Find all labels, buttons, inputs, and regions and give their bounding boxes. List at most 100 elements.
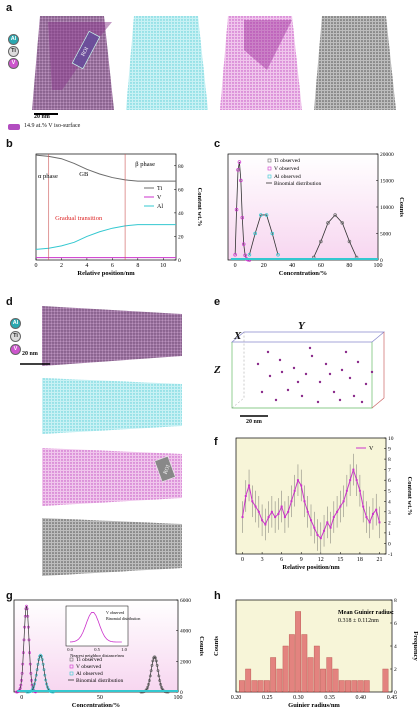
scalebar-label-a: 20 nm xyxy=(34,114,50,120)
y-tick-label: -1 xyxy=(388,552,393,558)
x-tick-label: 21 xyxy=(376,557,382,563)
ti-element-icon: Ti xyxy=(8,46,19,57)
roi-box-a xyxy=(71,30,101,70)
y-tick-label: 2000 xyxy=(180,659,191,665)
inset-x-tick: 0.5 xyxy=(94,647,100,652)
plot-frame xyxy=(235,437,387,555)
data-point xyxy=(274,516,277,519)
data-point xyxy=(270,510,273,513)
data-point xyxy=(283,516,286,519)
x-tick-label: 0.25 xyxy=(262,695,273,701)
roi-box-d xyxy=(154,455,176,483)
data-point xyxy=(233,252,237,257)
cluster-point xyxy=(316,400,320,404)
data-point xyxy=(293,489,296,492)
data-point xyxy=(339,505,342,508)
y-tick-label: 60 xyxy=(178,187,184,193)
data-point xyxy=(290,500,293,503)
x-axis-label: Concentration/% xyxy=(72,702,120,709)
data-point xyxy=(329,526,332,529)
y-tick-label: 6 xyxy=(394,621,397,627)
data-point xyxy=(378,521,381,524)
y-tick-label: 2 xyxy=(388,520,391,526)
data-point xyxy=(362,505,365,508)
y-tick-label: 4 xyxy=(388,499,391,505)
histogram-bar xyxy=(363,680,370,693)
data-point xyxy=(340,221,345,225)
roi-label-a: ROI xyxy=(80,46,90,57)
y-tick-label: 0 xyxy=(180,690,183,696)
axis-x-label-e: X xyxy=(234,330,242,342)
x-axis-label: Relative position/nm xyxy=(77,270,135,277)
legend-label: Al observed xyxy=(76,671,103,677)
cluster-point xyxy=(332,390,336,394)
data-point xyxy=(259,213,263,217)
cluster-point xyxy=(344,350,348,354)
ti-cylinder-d xyxy=(42,518,182,576)
x-tick-label: 100 xyxy=(174,695,183,701)
y-axis-label: Counts xyxy=(398,197,405,217)
x-axis-label: Guinier radius/nm xyxy=(288,702,340,709)
histogram-bar xyxy=(270,657,277,693)
y-tick-label: 10 xyxy=(388,436,394,442)
data-point xyxy=(261,519,264,522)
cluster-point xyxy=(340,368,344,372)
panel-label-b: b xyxy=(6,138,13,150)
data-point xyxy=(355,479,358,482)
y-axis-label: Content wt.% xyxy=(196,188,203,227)
data-point xyxy=(345,489,348,492)
x-tick-label: 9 xyxy=(300,557,303,563)
cluster-point xyxy=(356,360,360,364)
data-point xyxy=(234,207,239,212)
data-point xyxy=(248,484,251,487)
scalebar-label-e: 20 nm xyxy=(246,419,262,425)
legend-marker xyxy=(267,158,272,163)
mean-radius-value: 0.318 ± 0.112nm xyxy=(338,618,379,624)
x-tick-label: 80 xyxy=(346,263,352,269)
y-tick-label: 6000 xyxy=(180,598,191,604)
y-tick-label: 15000 xyxy=(380,179,394,185)
y-tick-label: 1 xyxy=(388,531,391,537)
chart-b: 0 2 4 6 8 10 0 20 40 60 80 Relative position/nm Cont… xyxy=(35,153,203,277)
histogram-bar xyxy=(245,668,252,693)
histogram-bar xyxy=(276,668,283,693)
iso-surface-legend: 14.9 at.% V iso-surface xyxy=(24,123,81,129)
y-axis-label: Frequency xyxy=(412,631,419,661)
legend-label: V xyxy=(157,195,162,201)
x-tick-label: 4 xyxy=(85,263,88,269)
data-point xyxy=(371,512,374,515)
data-point xyxy=(277,512,280,515)
histogram-bar xyxy=(257,680,264,693)
legend-label: V xyxy=(369,446,374,452)
data-point xyxy=(241,242,246,246)
data-point xyxy=(257,510,260,513)
mixed-cylinder-d xyxy=(42,306,182,366)
cluster-point xyxy=(300,394,304,398)
histogram-bar xyxy=(301,634,308,693)
data-point xyxy=(368,521,371,524)
data-point xyxy=(336,510,339,513)
histogram-bar xyxy=(288,634,295,693)
data-point xyxy=(375,508,378,511)
cluster-box-e xyxy=(231,331,385,417)
data-point xyxy=(236,168,240,172)
legend-label: Ti observed xyxy=(76,657,102,663)
inset-legend: Binomial distribution xyxy=(106,616,140,621)
x-tick-label: 3 xyxy=(261,557,264,563)
data-point xyxy=(287,510,290,513)
plot-background xyxy=(228,154,378,260)
v-element-icon: V xyxy=(8,58,19,69)
al-element-icon: Al xyxy=(8,34,19,45)
data-point xyxy=(326,221,330,225)
histogram-bar xyxy=(326,657,333,693)
y-tick-label: 80 xyxy=(178,164,184,170)
al-cylinder-d xyxy=(42,378,182,434)
axis-z-label-e: Z xyxy=(214,364,221,376)
histogram-bar xyxy=(338,680,345,693)
binomial-curve xyxy=(313,214,357,258)
panel-label-a: a xyxy=(6,2,13,14)
y-tick-label: 4 xyxy=(394,644,397,650)
data-point xyxy=(316,534,319,537)
histogram-bar xyxy=(382,668,389,693)
legend-label: Binomial distribution xyxy=(274,181,321,187)
